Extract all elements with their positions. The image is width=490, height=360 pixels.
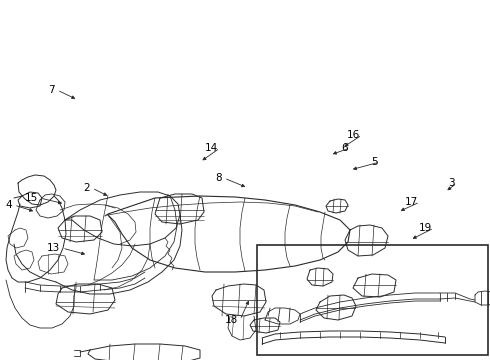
Text: 18: 18 [225,315,238,325]
Text: 8: 8 [216,173,222,183]
Text: 7: 7 [49,85,55,95]
Text: 13: 13 [47,243,60,253]
Text: 2: 2 [83,183,90,193]
Text: 15: 15 [25,193,38,203]
Text: 4: 4 [5,200,12,210]
Text: 14: 14 [205,143,218,153]
Text: 5: 5 [371,157,378,167]
Text: 6: 6 [342,143,348,153]
Text: 19: 19 [419,223,432,233]
Text: 16: 16 [347,130,360,140]
Text: 3: 3 [448,178,455,188]
Text: 17: 17 [405,197,418,207]
Bar [257,245,488,355]
